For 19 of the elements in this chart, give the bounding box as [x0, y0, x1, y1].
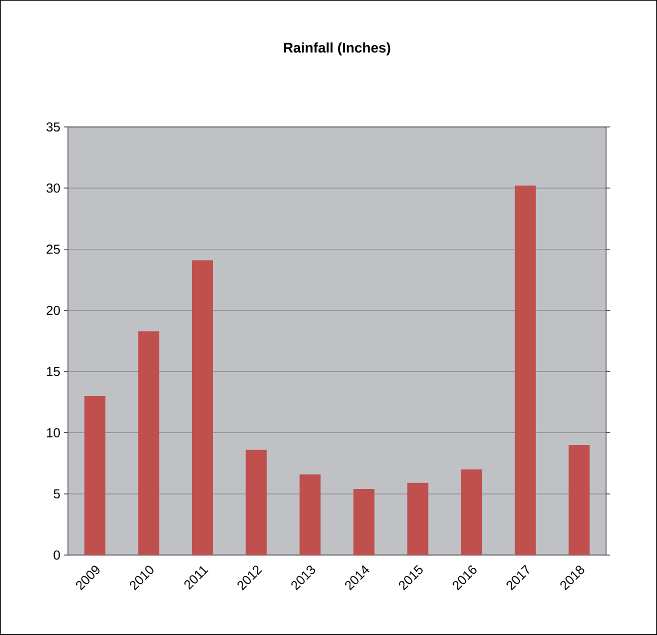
y-tick-label: 0 — [54, 550, 60, 560]
y-tick-label: 25 — [46, 244, 60, 254]
y-tick-label: 30 — [46, 184, 60, 193]
bar — [138, 331, 160, 556]
y-tick-label: 15 — [46, 367, 60, 376]
y-tick-label: 5 — [54, 489, 60, 498]
bar — [192, 260, 213, 556]
bar — [514, 186, 536, 556]
bar — [84, 396, 106, 556]
bar — [461, 469, 482, 556]
bar — [246, 450, 267, 556]
y-tick-label: 20 — [46, 306, 60, 315]
bar — [353, 489, 374, 556]
chart-title: Rainfall (Inches) — [284, 42, 390, 56]
y-tick-label: 35 — [46, 122, 60, 132]
bar — [407, 482, 428, 556]
bar — [568, 444, 590, 556]
y-tick-label: 10 — [46, 428, 60, 438]
bar — [300, 474, 321, 556]
